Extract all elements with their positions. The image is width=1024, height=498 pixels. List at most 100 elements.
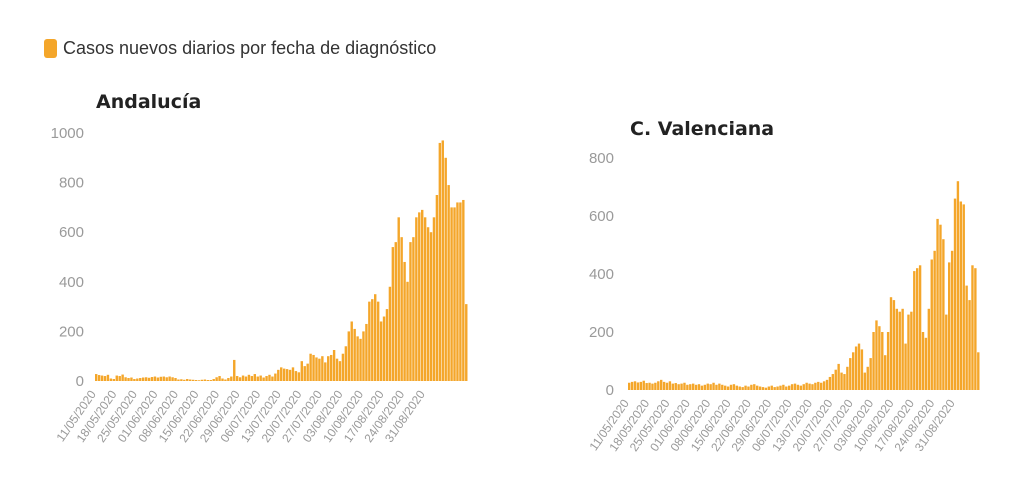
bar: [376, 301, 380, 381]
bar: [854, 346, 858, 390]
y-tick-label: 400: [589, 266, 614, 283]
bar: [200, 379, 204, 381]
bar: [657, 381, 660, 390]
bar: [459, 202, 462, 381]
bar: [633, 381, 637, 390]
bar: [465, 304, 468, 381]
bar: [280, 367, 283, 381]
bar: [788, 385, 791, 390]
bar: [197, 380, 201, 381]
bar: [409, 242, 412, 381]
bar: [444, 157, 447, 381]
bar: [462, 199, 465, 381]
bar: [365, 323, 368, 381]
bar: [112, 379, 116, 381]
bar: [910, 311, 913, 390]
bar: [453, 207, 456, 381]
bar: [863, 372, 867, 390]
bar: [418, 212, 421, 381]
y-tick-label: 0: [76, 373, 84, 390]
bar: [247, 374, 251, 381]
bar: [692, 383, 695, 390]
bar: [636, 382, 640, 390]
bar: [291, 367, 295, 381]
bar: [744, 385, 747, 390]
bar: [133, 379, 136, 381]
bar: [388, 286, 392, 381]
bar: [288, 369, 292, 381]
bar: [753, 384, 756, 390]
bar: [849, 358, 852, 390]
bar: [277, 369, 280, 381]
bar: [828, 376, 832, 390]
bar: [144, 377, 148, 381]
bar: [747, 386, 750, 390]
bar: [898, 311, 901, 390]
bar: [394, 242, 397, 381]
bar: [97, 375, 101, 381]
bar: [115, 375, 118, 381]
bar: [294, 371, 298, 381]
bar: [350, 321, 353, 381]
bar: [924, 337, 928, 390]
bar: [700, 385, 704, 390]
bar: [121, 374, 124, 381]
bar: [843, 374, 846, 390]
bar: [441, 140, 444, 381]
bar: [814, 382, 817, 390]
bar: [869, 358, 872, 390]
bar: [953, 198, 957, 390]
bar: [327, 356, 330, 381]
bar: [694, 384, 698, 390]
bar: [881, 332, 884, 390]
bar: [866, 366, 869, 390]
legend-label: Casos nuevos diarios por fecha de diagnó…: [63, 38, 437, 58]
bar: [820, 382, 823, 390]
bar: [224, 379, 227, 381]
bar: [712, 382, 715, 390]
bar: [756, 385, 759, 390]
bar: [945, 314, 948, 390]
bar: [118, 376, 121, 381]
bar: [735, 385, 739, 390]
bar: [177, 379, 180, 381]
bar: [677, 384, 680, 390]
bar: [962, 204, 965, 390]
bar: [686, 384, 689, 390]
bar: [159, 376, 163, 381]
bar: [729, 384, 733, 390]
bar: [709, 384, 712, 390]
y-tick-label: 1000: [51, 125, 84, 142]
y-tick-label: 400: [59, 274, 84, 291]
bar: [426, 227, 430, 381]
chart-title-andalucia: Andalucía: [96, 91, 201, 113]
bar: [397, 217, 400, 381]
bar: [188, 379, 192, 381]
bar: [741, 387, 744, 390]
bar: [106, 374, 110, 381]
bar: [668, 381, 672, 390]
bar: [435, 195, 439, 381]
bar: [400, 237, 403, 381]
y-tick-label: 0: [606, 382, 614, 399]
bar: [347, 331, 350, 381]
chart-andalucia: Andalucía0200400600800100011/05/202018/0…: [51, 91, 468, 445]
bar: [379, 321, 383, 381]
bar: [259, 375, 262, 381]
bar: [790, 384, 794, 390]
bar: [776, 386, 779, 390]
bar: [130, 377, 133, 381]
bar: [715, 384, 718, 390]
bar: [253, 374, 257, 381]
bar: [153, 376, 157, 381]
bar: [779, 385, 782, 390]
bar: [95, 374, 98, 381]
bar: [244, 376, 248, 381]
bar: [683, 382, 686, 390]
bar: [186, 379, 189, 381]
bar: [268, 374, 271, 381]
bar: [136, 378, 139, 381]
chart-c-valenciana: C. Valenciana020040060080011/05/202018/0…: [587, 118, 980, 454]
bar: [724, 385, 727, 390]
legend-swatch: [44, 39, 57, 58]
